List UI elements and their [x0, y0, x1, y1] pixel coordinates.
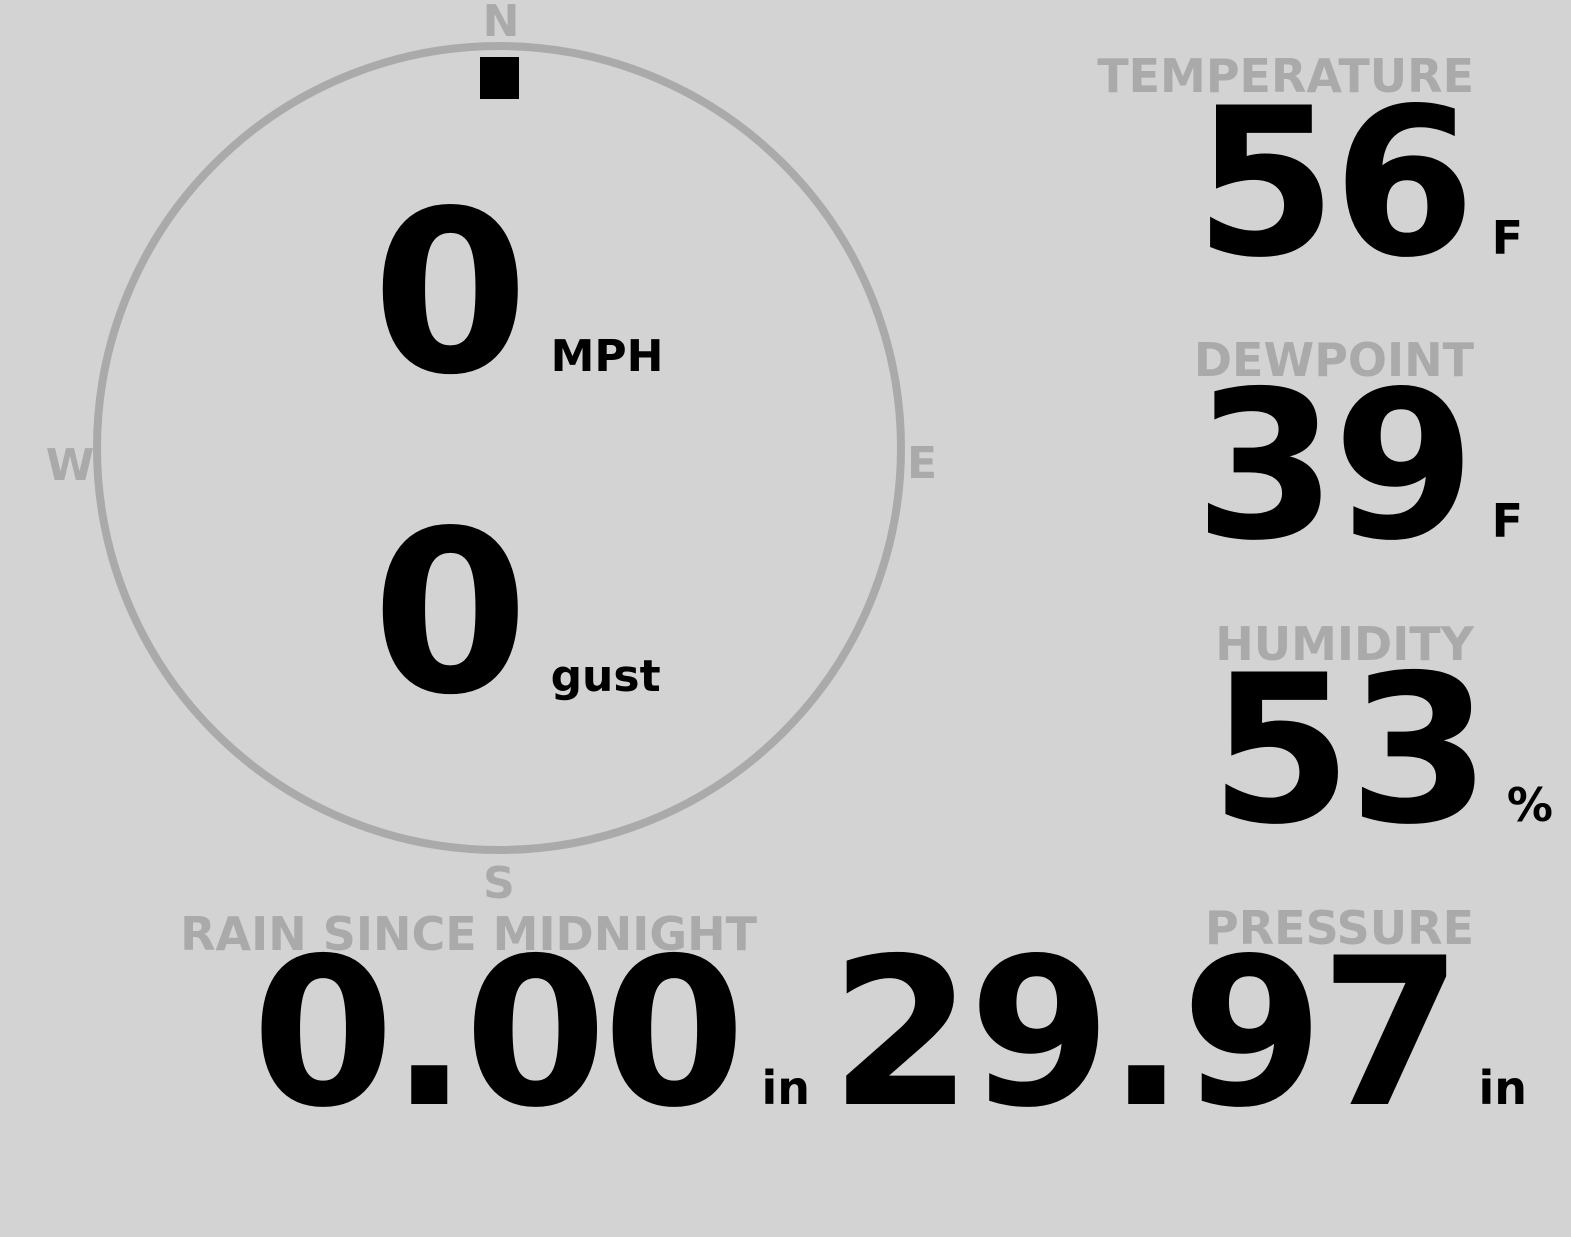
compass-east: E — [906, 438, 938, 489]
dewpoint-reading: 39 F — [1194, 365, 1523, 570]
temperature-label: TEMPERATURE — [1097, 49, 1474, 103]
humidity-unit: % — [1506, 778, 1553, 832]
wind-gust: 0 gust — [372, 502, 661, 727]
humidity-label: HUMIDITY — [1215, 617, 1474, 671]
dewpoint-value: 39 — [1194, 348, 1475, 586]
wind-gust-value: 0 — [372, 483, 529, 745]
wind-direction-marker — [479, 57, 519, 99]
temperature-unit: F — [1491, 211, 1523, 265]
compass-south: S — [483, 858, 515, 909]
pressure-value: 29.97 — [830, 915, 1462, 1153]
wind-speed: 0 MPH — [372, 182, 663, 407]
wind-compass-ring — [93, 42, 905, 854]
rain-unit: in — [761, 1061, 810, 1115]
rain-reading: 0.00 in — [252, 932, 810, 1137]
wind-gust-label: gust — [550, 651, 661, 702]
pressure-unit: in — [1478, 1061, 1527, 1115]
temperature-value: 56 — [1194, 65, 1475, 303]
rain-value: 0.00 — [251, 915, 746, 1153]
humidity-reading: 53 % — [1210, 649, 1553, 854]
humidity-value: 53 — [1209, 632, 1491, 870]
dewpoint-label: DEWPOINT — [1193, 333, 1474, 387]
rain-label: RAIN SINCE MIDNIGHT — [180, 907, 757, 961]
wind-speed-unit: MPH — [550, 331, 664, 382]
pressure-reading: 29.97 in — [830, 932, 1527, 1137]
pressure-label: PRESSURE — [1205, 901, 1474, 955]
wind-speed-value: 0 — [372, 163, 529, 425]
compass-west: W — [45, 440, 95, 491]
compass-north: N — [482, 0, 520, 47]
temperature-reading: 56 F — [1194, 82, 1523, 287]
dewpoint-unit: F — [1491, 494, 1523, 548]
